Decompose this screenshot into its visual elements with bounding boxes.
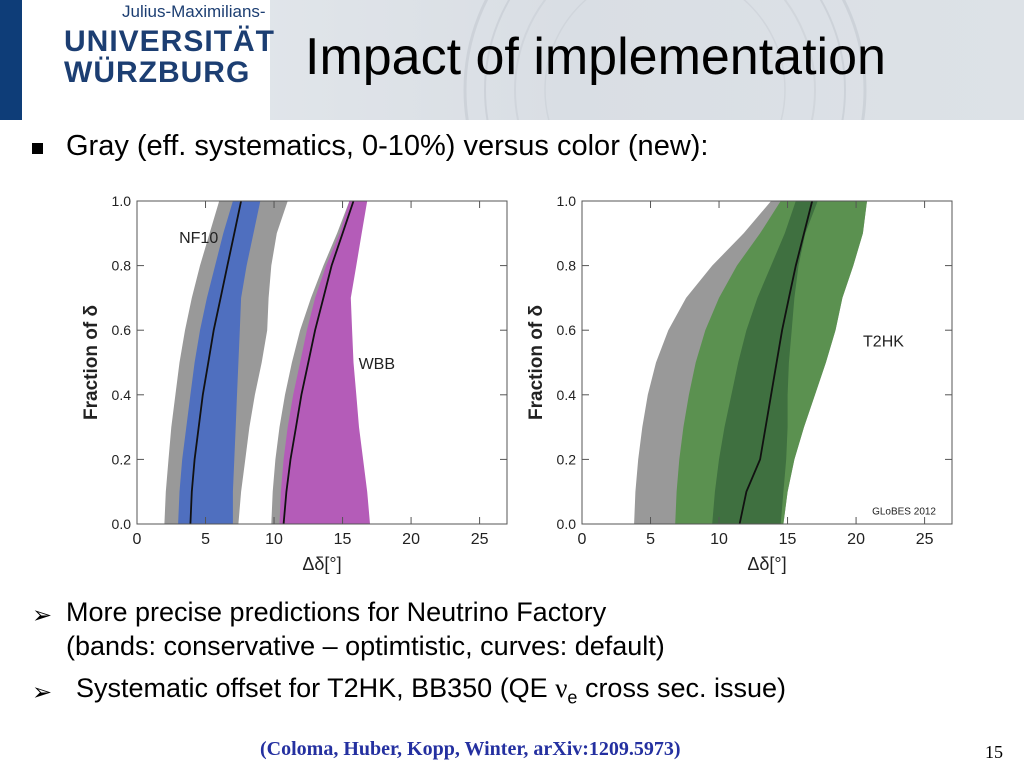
y-tick-label: 0.4 (112, 387, 132, 403)
page-number: 15 (985, 742, 1003, 762)
x-tick-label: 20 (847, 531, 865, 548)
x-tick-label: 20 (402, 531, 420, 548)
bullet-first: Gray (eff. systematics, 0-10%) versus co… (66, 130, 709, 162)
x-tick-label: 15 (334, 531, 352, 548)
x-axis-label: Δδ[°] (302, 554, 341, 574)
y-tick-label: 0.2 (557, 451, 577, 467)
y-tick-label: 0.0 (557, 516, 577, 532)
x-tick-label: 25 (916, 531, 934, 548)
annotation-nf10: NF10 (179, 230, 218, 247)
logo-line-2: WÜRZBURG (64, 56, 251, 89)
slide-header: Julius-Maximilians- UNIVERSITÄT WÜRZBURG… (0, 0, 1024, 120)
plot-frame (136, 200, 508, 525)
logo-small-text: Julius-Maximilians- (122, 2, 266, 21)
x-tick-label: 25 (471, 531, 489, 548)
arrow-bullet-icon: ➢ (32, 679, 53, 706)
bullet-second-line2: (bands: conservative – optimtistic, curv… (66, 631, 665, 661)
slide-title: Impact of implementation (305, 28, 886, 86)
default-curve-t2hk (738, 200, 814, 525)
square-bullet-icon (32, 143, 43, 154)
x-tick-label: 5 (646, 531, 655, 548)
y-tick-label: 0.6 (557, 322, 577, 338)
chart-t2hk: 0 5 10 15 20 25 0.0 0.2 0.4 0.6 0.8 1.0 Δδ[°] Fractio… (526, 193, 953, 574)
default-curve-nf10 (189, 200, 242, 525)
x-axis-label: Δδ[°] (747, 554, 786, 574)
annotation-t2hk: T2HK (863, 333, 904, 350)
y-tick-label: 0.4 (557, 387, 577, 403)
y-axis-label: Fraction of δ (81, 305, 102, 420)
y-tick-label: 0.8 (557, 258, 577, 274)
bullet-third-post: cross sec. issue) (577, 673, 786, 703)
x-tick-label: 10 (265, 531, 283, 548)
y-tick-label: 1.0 (112, 193, 132, 209)
y-tick-label: 1.0 (557, 193, 577, 209)
annotation-globes-2012: GLoBES 2012 (872, 506, 936, 517)
x-tick-label: 10 (710, 531, 728, 548)
x-tick-label: 0 (578, 531, 587, 548)
y-axis-label: Fraction of δ (526, 305, 547, 420)
university-logo: Julius-Maximilians- UNIVERSITÄT WÜRZBURG (22, 0, 274, 120)
citation: (Coloma, Huber, Kopp, Winter, arXiv:1209… (260, 738, 681, 760)
nu-symbol: ν (555, 673, 568, 703)
arrow-bullet-icon: ➢ (32, 602, 53, 629)
x-tick-label: 5 (201, 531, 210, 548)
y-tick-label: 0.2 (112, 451, 132, 467)
y-tick-label: 0.0 (112, 516, 132, 532)
y-tick-label: 0.8 (112, 258, 132, 274)
logo-bar (0, 0, 22, 120)
university-seal-watermark (463, 0, 867, 120)
x-tick-label: 15 (779, 531, 797, 548)
nu-subscript: e (567, 687, 578, 708)
annotation-wbb: WBB (359, 356, 395, 373)
bullet-third: Systematic offset for T2HK, BB350 (QE νe… (76, 673, 786, 708)
bullet-second-line1: More precise predictions for Neutrino Fa… (66, 597, 607, 627)
band-t2hk-green-dark (712, 201, 818, 524)
plot-frame (581, 200, 953, 525)
band-nf10-blue (178, 201, 261, 524)
logo-line-1: UNIVERSITÄT (64, 25, 276, 58)
x-tick-label: 0 (133, 531, 142, 548)
y-tick-label: 0.6 (112, 322, 132, 338)
chart-nf10-wbb: 0 5 10 15 20 25 0.0 0.2 0.4 0.6 0.8 1.0 Δδ[°] Fractio… (81, 193, 508, 574)
bullet-third-pre: Systematic offset for T2HK, BB350 (QE (76, 673, 556, 703)
band-wbb-magenta (279, 201, 370, 524)
default-curve-wbb (282, 200, 355, 525)
